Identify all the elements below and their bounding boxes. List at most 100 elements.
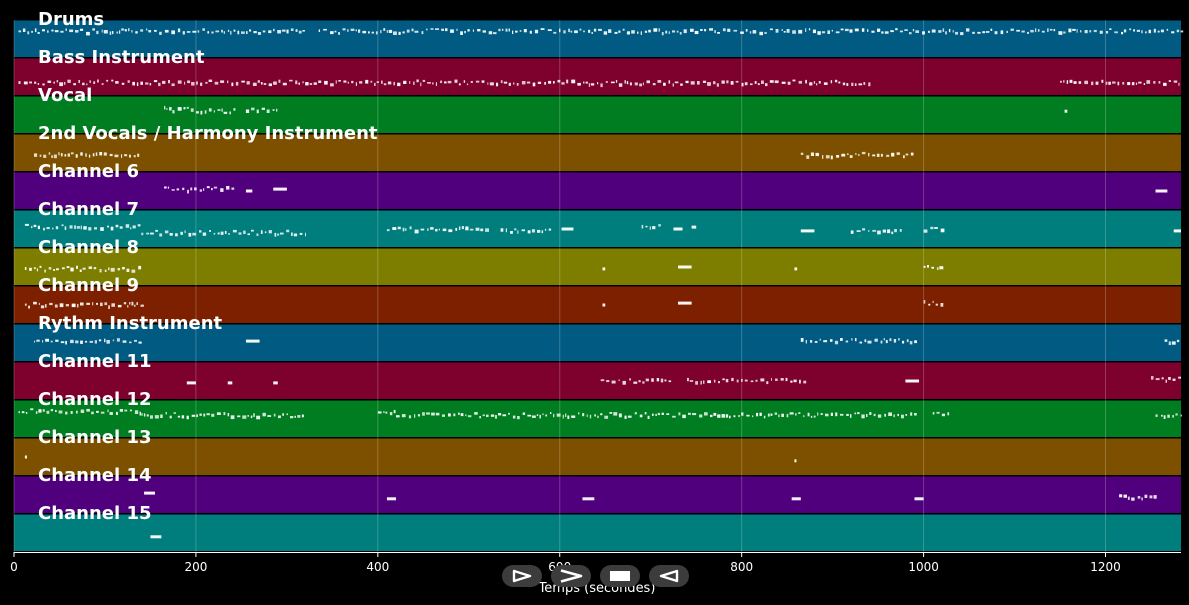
note <box>821 31 826 34</box>
note <box>131 301 134 306</box>
note <box>286 413 288 416</box>
note <box>159 233 163 237</box>
note <box>124 154 128 157</box>
note <box>940 228 945 233</box>
note <box>448 229 453 233</box>
note <box>731 377 734 382</box>
note <box>1127 496 1130 500</box>
note <box>1135 82 1138 85</box>
note <box>177 415 181 418</box>
note <box>207 31 210 34</box>
forward-button[interactable] <box>551 565 591 587</box>
note <box>227 413 230 417</box>
note <box>65 411 68 415</box>
note <box>99 269 102 273</box>
note <box>859 341 863 344</box>
track-lane-6 <box>14 210 1181 247</box>
note <box>1119 494 1123 498</box>
note <box>910 412 913 416</box>
note <box>205 81 208 84</box>
note <box>109 412 113 415</box>
note <box>191 414 196 417</box>
note <box>717 414 721 418</box>
note <box>807 412 810 417</box>
note <box>257 80 260 83</box>
note <box>529 30 532 34</box>
note <box>110 226 114 231</box>
note <box>247 415 249 417</box>
note <box>867 29 869 32</box>
note <box>490 414 495 417</box>
note <box>952 30 954 33</box>
note <box>722 28 726 32</box>
note <box>840 338 843 341</box>
play-button[interactable] <box>502 565 542 587</box>
note <box>467 29 470 32</box>
note <box>294 415 296 418</box>
note <box>273 381 278 385</box>
note <box>154 29 157 32</box>
x-tick-label: 800 <box>730 560 753 574</box>
stop-button[interactable] <box>600 565 640 587</box>
note <box>465 226 469 231</box>
note <box>374 82 376 86</box>
note <box>385 411 388 414</box>
note <box>656 378 660 382</box>
note <box>88 154 91 158</box>
note <box>672 30 675 33</box>
note <box>141 232 144 236</box>
note <box>677 301 692 305</box>
note <box>891 231 894 235</box>
note <box>557 79 561 83</box>
rewind-button[interactable] <box>649 565 689 587</box>
note <box>487 82 489 85</box>
note <box>704 412 708 416</box>
note <box>791 497 801 501</box>
note <box>211 31 214 34</box>
note <box>836 155 840 158</box>
note <box>177 28 181 33</box>
note <box>977 31 981 34</box>
note <box>690 28 694 32</box>
note <box>1144 494 1148 498</box>
note <box>88 227 92 231</box>
note <box>402 31 405 34</box>
note <box>657 412 660 416</box>
note <box>857 412 860 415</box>
note <box>500 80 503 84</box>
note <box>70 411 73 414</box>
note <box>131 30 133 33</box>
note <box>716 83 719 87</box>
note <box>256 233 259 236</box>
track-notes-6 <box>24 223 1181 237</box>
note <box>902 340 905 344</box>
note <box>66 266 70 268</box>
note <box>50 409 54 412</box>
note <box>850 414 852 418</box>
note <box>75 30 79 33</box>
note <box>251 229 254 232</box>
note <box>517 416 520 420</box>
note <box>111 31 114 35</box>
note <box>301 414 304 418</box>
note <box>27 31 30 35</box>
note <box>759 412 762 416</box>
note <box>36 339 40 342</box>
note <box>342 28 346 31</box>
track-lane-1 <box>14 20 1181 57</box>
note <box>713 81 716 85</box>
note <box>565 413 567 417</box>
note <box>775 378 778 381</box>
track-notes-7 <box>24 265 944 273</box>
note <box>211 413 215 417</box>
note <box>101 29 103 33</box>
note <box>1027 31 1029 34</box>
note <box>585 81 588 84</box>
note <box>164 29 169 33</box>
play-icon <box>512 569 532 583</box>
note <box>470 81 473 83</box>
note <box>76 410 78 414</box>
note <box>914 413 917 416</box>
note <box>246 31 248 34</box>
note <box>579 28 582 31</box>
